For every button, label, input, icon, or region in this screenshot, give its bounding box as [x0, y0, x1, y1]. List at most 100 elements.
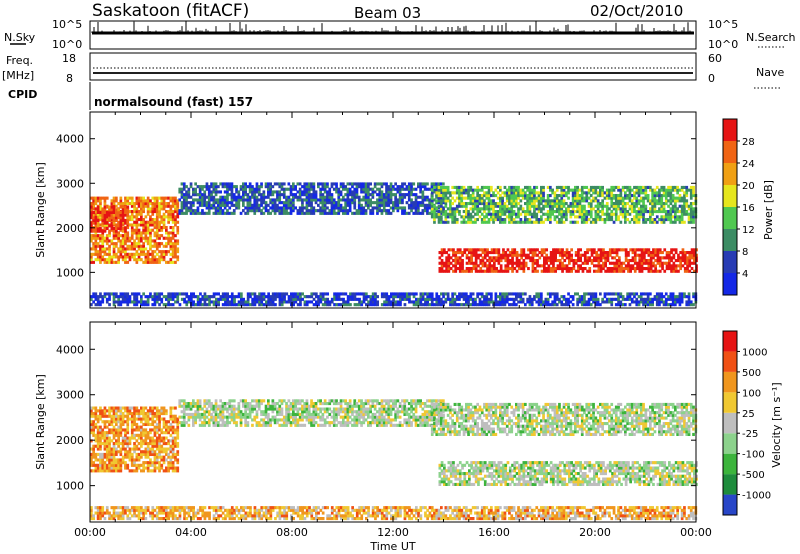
- echo-cell: [497, 256, 501, 260]
- echo-cell: [192, 303, 195, 307]
- echo-cell: [629, 269, 632, 273]
- echo-cell: [135, 292, 139, 296]
- echo-cell: [146, 239, 150, 243]
- echo-cell: [569, 188, 573, 192]
- echo-cell: [278, 201, 282, 205]
- echo-cell: [253, 206, 257, 210]
- echo-cell: [208, 300, 211, 304]
- echo-cell: [326, 190, 329, 194]
- echo-cell: [207, 195, 211, 199]
- echo-cell: [203, 201, 207, 205]
- echo-cell: [108, 444, 111, 448]
- echo-cell: [583, 185, 586, 189]
- echo-cell: [273, 201, 277, 205]
- echo-cell: [294, 295, 298, 299]
- echo-cell: [442, 195, 445, 199]
- echo-cell: [387, 300, 391, 304]
- echo-cell: [515, 297, 518, 301]
- echo-cell: [115, 199, 118, 203]
- echo-cell: [110, 202, 114, 206]
- echo-cell: [119, 292, 123, 296]
- echo-cell: [512, 303, 516, 307]
- echo-cell: [128, 196, 132, 200]
- echo-cell: [635, 292, 639, 296]
- echo-cell: [190, 292, 193, 296]
- echo-cell: [628, 194, 632, 198]
- echo-cell: [585, 218, 589, 222]
- echo-cell: [205, 203, 209, 207]
- beam-title: Beam 03: [354, 4, 421, 22]
- echo-cell: [135, 212, 139, 216]
- echo-cell: [174, 244, 177, 248]
- echo-cell: [467, 194, 470, 198]
- echo-cell: [203, 292, 207, 296]
- echo-cell: [210, 193, 213, 197]
- echo-cell: [592, 188, 595, 192]
- echo-cell: [552, 253, 555, 257]
- echo-cell: [103, 466, 107, 470]
- echo-cell: [96, 436, 100, 440]
- echo-cell: [602, 251, 605, 255]
- echo-cell: [110, 452, 114, 456]
- echo-cell: [280, 211, 284, 215]
- echo-cell: [269, 185, 272, 189]
- echo-cell: [248, 209, 252, 213]
- echo-cell: [403, 303, 407, 307]
- echo-cell: [583, 196, 586, 200]
- echo-cell: [174, 215, 177, 219]
- echo-cell: [108, 469, 111, 473]
- echo-cell: [255, 206, 259, 210]
- echo-cell: [112, 244, 116, 248]
- echo-cell: [619, 188, 623, 192]
- echo-cell: [292, 198, 295, 202]
- echo-cell: [679, 264, 682, 268]
- echo-cell: [517, 202, 520, 206]
- echo-cell: [558, 204, 561, 208]
- echo-cell: [551, 199, 554, 203]
- echo-cell: [583, 259, 587, 263]
- echo-cell: [319, 198, 322, 202]
- echo-cell: [92, 452, 95, 456]
- echo-cell: [92, 444, 95, 448]
- echo-cell: [99, 433, 102, 437]
- echo-cell: [535, 191, 539, 195]
- echo-cell: [278, 190, 282, 194]
- echo-cell: [483, 194, 486, 198]
- echo-cell: [99, 439, 102, 443]
- echo-cell: [103, 425, 107, 429]
- echo-cell: [387, 198, 391, 202]
- echo-cell: [544, 303, 548, 307]
- echo-cell: [621, 185, 625, 189]
- echo-cell: [581, 267, 585, 271]
- echo-cell: [637, 194, 641, 198]
- echo-cell: [621, 210, 625, 214]
- echo-cell: [103, 205, 107, 209]
- echo-cell: [483, 191, 486, 195]
- echo-cell: [424, 300, 427, 304]
- echo-cell: [167, 215, 170, 219]
- echo-cell: [565, 267, 569, 271]
- echo-cell: [644, 300, 648, 304]
- echo-cell: [342, 185, 345, 189]
- echo-cell: [133, 228, 136, 232]
- echo-cell: [512, 204, 516, 208]
- echo-cell: [103, 463, 107, 467]
- echo-cell: [251, 185, 254, 189]
- echo-cell: [382, 182, 386, 186]
- echo-cell: [312, 198, 316, 202]
- echo-cell: [485, 292, 489, 296]
- echo-cell: [140, 202, 143, 206]
- echo-cell: [597, 248, 601, 252]
- echo-cell: [121, 220, 125, 224]
- echo-cell: [373, 185, 377, 189]
- echo-cell: [667, 188, 670, 192]
- echo-cell: [549, 269, 553, 273]
- echo-cell: [358, 292, 361, 296]
- echo-cell: [537, 300, 541, 304]
- echo-cell: [519, 199, 523, 203]
- echo-cell: [490, 188, 493, 192]
- echo-cell: [519, 295, 523, 299]
- echo-cell: [167, 196, 170, 200]
- echo-cell: [621, 196, 625, 200]
- echo-cell: [576, 188, 579, 192]
